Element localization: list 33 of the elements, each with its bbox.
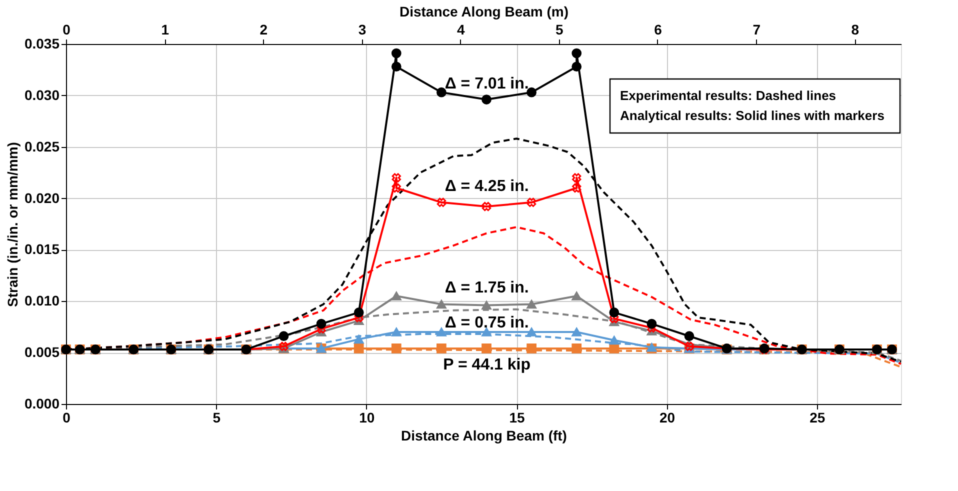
y-tick-label: 0.020: [24, 190, 60, 206]
x-tick-label: 25: [810, 410, 826, 426]
y-tick-label: 0.015: [24, 241, 60, 258]
x2-axis-title: Distance Along Beam (m): [399, 4, 569, 20]
x2-tick-label: 5: [556, 22, 564, 38]
x-axis-title: Distance Along Beam (ft): [401, 428, 567, 444]
y-tick-label: 0.000: [24, 396, 60, 412]
y-axis-title: Strain (in./in. or mm/mm): [4, 142, 20, 307]
x2-tick-label: 1: [161, 22, 170, 38]
x2-tick-label: 7: [752, 22, 761, 38]
annotation: Δ = 1.75 in.: [444, 280, 529, 297]
y-tick-label: 0.025: [24, 138, 60, 154]
y-tick-label: 0.035: [24, 36, 60, 52]
annotation: Experimental results: Dashed lines: [620, 88, 836, 103]
x2-tick-label: 0: [62, 22, 71, 38]
x2-tick-label: 6: [654, 22, 662, 38]
annotation: Δ = 0.75 in.: [444, 314, 529, 332]
x2-tick-label: 8: [851, 22, 860, 38]
annotation: Analytical results: Solid lines with markers: [620, 108, 884, 123]
x-tick-label: 15: [509, 410, 526, 426]
x-tick-label: 20: [659, 410, 676, 426]
y-tick-label: 0.030: [24, 86, 60, 103]
y-tick-label: 0.005: [24, 344, 60, 360]
x-tick-label: 5: [212, 410, 221, 426]
annotation: Δ = 7.01 in.: [444, 76, 529, 93]
x2-tick-label: 4: [456, 22, 465, 38]
annotation: Δ = 4.25 in.: [444, 178, 529, 196]
x2-tick-label: 2: [260, 22, 268, 38]
annotation: P = 44.1 kip: [443, 356, 531, 374]
y-tick-label: 0.010: [24, 292, 60, 309]
x-tick-label: 0: [62, 410, 71, 426]
x-tick-label: 10: [359, 410, 375, 426]
x2-tick-label: 3: [358, 22, 366, 38]
